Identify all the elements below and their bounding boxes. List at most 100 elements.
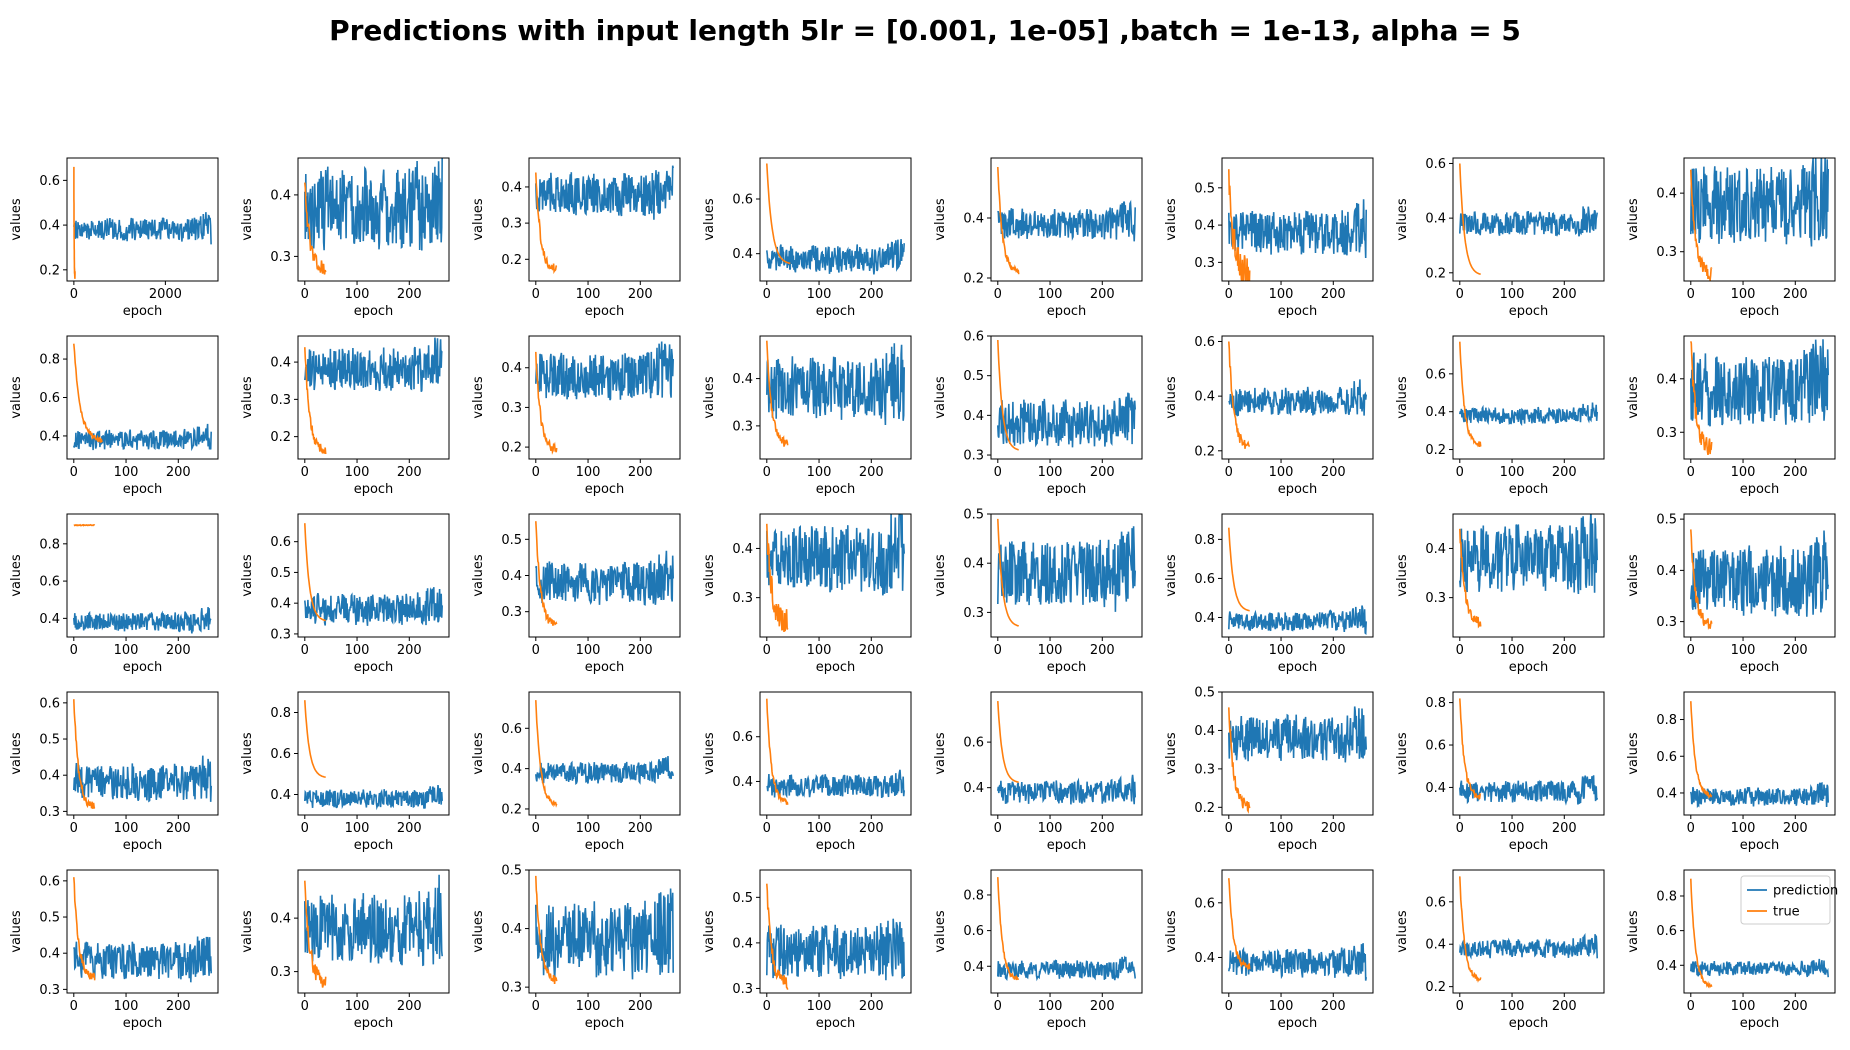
y-tick-label: 0.6 xyxy=(732,193,753,208)
x-tick-label: 200 xyxy=(1552,287,1577,302)
plot-area xyxy=(997,518,1136,627)
x-tick-label: 200 xyxy=(397,821,422,836)
axes-frame xyxy=(66,691,219,816)
y-axis-label: values xyxy=(471,910,486,953)
plot-area xyxy=(73,699,212,810)
true-line xyxy=(73,699,96,810)
axes-frame xyxy=(759,335,912,460)
x-tick-label: 0 xyxy=(994,287,1002,302)
x-tick-label: 200 xyxy=(166,643,191,658)
axes-frame xyxy=(1452,691,1605,816)
y-tick-label: 0.5 xyxy=(501,864,522,879)
subplot-24: 0 100 200 0.3 0.4 0.5 epoch values xyxy=(1626,513,1836,675)
true-line xyxy=(1690,878,1713,989)
y-tick-label: 0.6 xyxy=(39,874,60,889)
x-axis-label: epoch xyxy=(1740,304,1780,319)
x-tick-label: 200 xyxy=(1552,999,1577,1014)
x-axis-label: epoch xyxy=(816,1016,856,1031)
y-axis-label: values xyxy=(702,376,717,419)
x-tick-label: 0 xyxy=(1456,643,1464,658)
x-tick-label: 0 xyxy=(763,287,771,302)
y-axis-label: values xyxy=(1164,376,1179,419)
x-axis-label: epoch xyxy=(123,304,163,319)
subplot-10: 0 100 200 0.2 0.3 0.4 epoch values xyxy=(240,335,450,497)
x-tick-label: 0 xyxy=(1225,287,1233,302)
x-tick-label: 200 xyxy=(1090,465,1115,480)
y-tick-label: 0.2 xyxy=(270,430,291,445)
x-tick-label: 100 xyxy=(1038,643,1063,658)
prediction-line xyxy=(73,423,212,452)
y-tick-label: 0.4 xyxy=(501,922,522,937)
x-tick-label: 200 xyxy=(628,999,653,1014)
subplot-5: 0 100 200 0.2 0.4 epoch values xyxy=(933,157,1143,319)
plot-area xyxy=(1459,876,1598,983)
y-axis-label: values xyxy=(9,910,24,953)
axes-frame xyxy=(759,691,912,816)
true-line xyxy=(304,880,327,988)
prediction-line xyxy=(304,874,443,967)
subplot-21: 0 100 200 0.3 0.4 0.5 epoch values xyxy=(933,508,1143,675)
y-tick-label: 0.3 xyxy=(732,982,753,997)
x-axis-label: epoch xyxy=(354,304,394,319)
x-tick-label: 100 xyxy=(345,999,370,1014)
x-tick-label: 0 xyxy=(301,643,309,658)
prediction-line xyxy=(304,785,443,811)
axes-frame xyxy=(990,691,1143,816)
y-tick-label: 0.4 xyxy=(39,612,60,627)
subplot-2: 0 100 200 0.3 0.4 epoch values xyxy=(240,157,450,319)
prediction-line xyxy=(997,199,1136,242)
y-tick-label: 0.2 xyxy=(501,802,522,817)
subplot-19: 0 100 200 0.3 0.4 0.5 epoch values xyxy=(471,513,681,675)
subplot-29: 0 100 200 0.4 0.6 epoch values xyxy=(933,691,1143,853)
subplot-11: 0 100 200 0.2 0.3 0.4 epoch values xyxy=(471,335,681,497)
plot-area xyxy=(1228,341,1367,449)
y-tick-label: 0.4 xyxy=(1656,564,1677,579)
x-tick-label: 200 xyxy=(166,821,191,836)
y-axis-label: values xyxy=(933,198,948,241)
x-axis-label: epoch xyxy=(1278,304,1318,319)
x-axis-label: epoch xyxy=(585,838,625,853)
true-line xyxy=(766,340,789,447)
y-tick-label: 0.6 xyxy=(270,747,291,762)
y-tick-label: 0.2 xyxy=(1425,980,1446,995)
x-tick-label: 100 xyxy=(345,465,370,480)
y-axis-label: values xyxy=(9,376,24,419)
prediction-line xyxy=(73,936,212,983)
subplot-26: 0 100 200 0.4 0.6 0.8 epoch values xyxy=(240,691,450,853)
y-tick-label: 0.8 xyxy=(39,353,60,368)
true-line xyxy=(766,883,789,990)
plot-area xyxy=(1228,169,1367,281)
x-tick-label: 200 xyxy=(166,999,191,1014)
y-tick-label: 0.6 xyxy=(1656,750,1677,765)
axes-frame xyxy=(990,513,1143,638)
subplot-31: 0 100 200 0.4 0.6 0.8 epoch values xyxy=(1395,691,1605,853)
axes-frame xyxy=(1683,691,1836,816)
subplot-39: 0 100 200 0.2 0.4 0.6 epoch values xyxy=(1395,869,1605,1031)
y-axis-label: values xyxy=(240,732,255,775)
axes-frame xyxy=(1683,157,1836,282)
x-tick-label: 0 xyxy=(1225,821,1233,836)
y-tick-label: 0.3 xyxy=(1656,615,1677,630)
subplot-33: 0 100 200 0.3 0.4 0.5 0.6 epoch values xyxy=(9,869,219,1031)
plot-area xyxy=(535,700,674,808)
x-tick-label: 100 xyxy=(345,643,370,658)
y-tick-label: 0.5 xyxy=(963,508,984,523)
x-tick-label: 200 xyxy=(859,821,884,836)
y-tick-label: 0.4 xyxy=(1194,724,1215,739)
subplot-20: 0 100 200 0.3 0.4 epoch values xyxy=(702,513,912,675)
subplot-38: 0 100 200 0.4 0.6 epoch values xyxy=(1164,869,1374,1031)
axes-frame xyxy=(1221,157,1374,282)
x-tick-label: 100 xyxy=(345,287,370,302)
x-tick-label: 100 xyxy=(1038,999,1063,1014)
subplot-17: 0 100 200 0.4 0.6 0.8 epoch values xyxy=(9,513,219,675)
y-tick-label: 0.5 xyxy=(39,911,60,926)
subplot-12: 0 100 200 0.3 0.4 epoch values xyxy=(702,335,912,497)
y-tick-label: 0.3 xyxy=(39,805,60,820)
prediction-line xyxy=(766,918,905,981)
y-axis-label: values xyxy=(702,554,717,597)
x-tick-label: 100 xyxy=(807,465,832,480)
prediction-line xyxy=(535,550,674,606)
y-axis-label: values xyxy=(1395,910,1410,953)
y-tick-label: 0.4 xyxy=(1656,372,1677,387)
y-axis-label: values xyxy=(1626,198,1641,241)
